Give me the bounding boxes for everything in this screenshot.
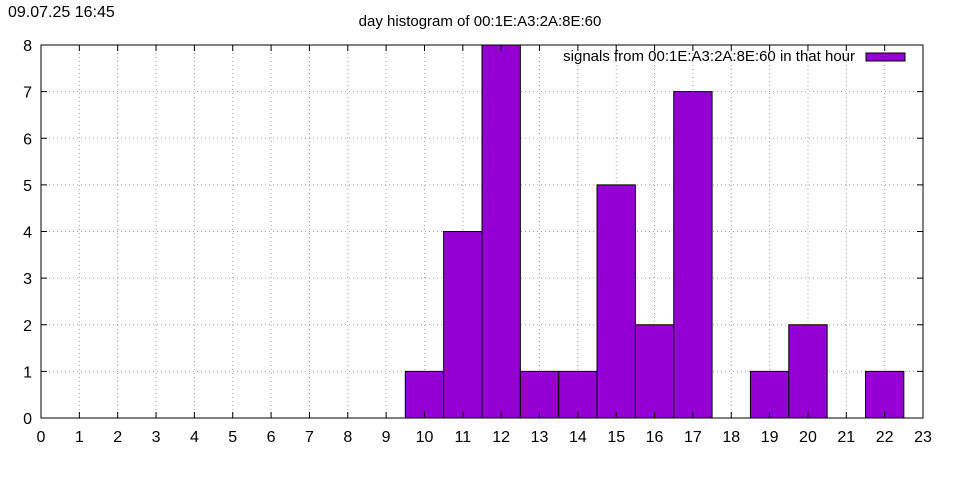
x-tick-label: 7 xyxy=(305,429,314,446)
bar-hour-14 xyxy=(558,370,598,419)
x-tick-label: 23 xyxy=(914,429,932,446)
x-tick-label: 20 xyxy=(799,429,817,446)
bar-hour-16 xyxy=(634,324,675,419)
legend-label: signals from 00:1E:A3:2A:8E:60 in that h… xyxy=(563,48,855,65)
bar-hour-11 xyxy=(443,231,483,419)
x-tick-label: 3 xyxy=(152,429,161,446)
x-tick-label: 19 xyxy=(761,429,779,446)
bar-hour-15 xyxy=(596,184,636,419)
x-tick-label: 21 xyxy=(837,429,855,446)
y-tick-label: 6 xyxy=(23,131,32,148)
x-tick-label: 16 xyxy=(646,429,664,446)
x-tick-label: 17 xyxy=(684,429,702,446)
legend: signals from 00:1E:A3:2A:8E:60 in that h… xyxy=(563,48,906,65)
y-tick-label: 0 xyxy=(23,411,32,428)
x-tick-label: 10 xyxy=(416,429,434,446)
bars xyxy=(404,44,905,419)
x-tick-label: 22 xyxy=(876,429,894,446)
x-tick-label: 4 xyxy=(190,429,199,446)
bar-hour-19 xyxy=(749,370,790,419)
ticks: 0 1 2 3 4 5 6 7 8 9 10 11 12 13 14 15 16 17 18 19 20 21 22 2301… xyxy=(23,38,932,446)
x-tick-label: 12 xyxy=(492,429,510,446)
bar-hour-10 xyxy=(404,370,445,419)
y-tick-label: 5 xyxy=(23,178,32,195)
y-tick-label: 8 xyxy=(23,38,32,55)
x-tick-label: 8 xyxy=(343,429,352,446)
x-tick-label: 11 xyxy=(455,429,472,446)
x-tick-label: 14 xyxy=(569,429,587,446)
x-tick-label: 1 xyxy=(75,429,84,446)
x-tick-label: 15 xyxy=(607,429,625,446)
bar-hour-13 xyxy=(519,370,560,419)
y-tick-label: 2 xyxy=(23,318,32,335)
bar-hour-17 xyxy=(673,91,713,419)
x-tick-label: 13 xyxy=(531,429,549,446)
y-tick-label: 4 xyxy=(23,225,32,242)
y-tick-label: 7 xyxy=(23,85,32,102)
bar-hour-12 xyxy=(481,44,521,419)
x-tick-label: 6 xyxy=(267,429,276,446)
x-tick-label: 18 xyxy=(722,429,740,446)
bar-hour-22 xyxy=(864,370,905,419)
bar-hour-20 xyxy=(788,324,828,419)
chart-title: day histogram of 00:1E:A3:2A:8E:60 xyxy=(358,13,602,30)
x-tick-label: 2 xyxy=(113,429,122,446)
y-tick-label: 3 xyxy=(23,271,32,288)
x-tick-label: 5 xyxy=(228,429,237,446)
x-tick-label: 9 xyxy=(382,429,391,446)
timestamp: 09.07.25 16:45 xyxy=(8,4,115,21)
x-tick-label: 0 xyxy=(37,429,46,446)
y-tick-label: 1 xyxy=(23,364,32,381)
legend-swatch xyxy=(865,52,906,62)
